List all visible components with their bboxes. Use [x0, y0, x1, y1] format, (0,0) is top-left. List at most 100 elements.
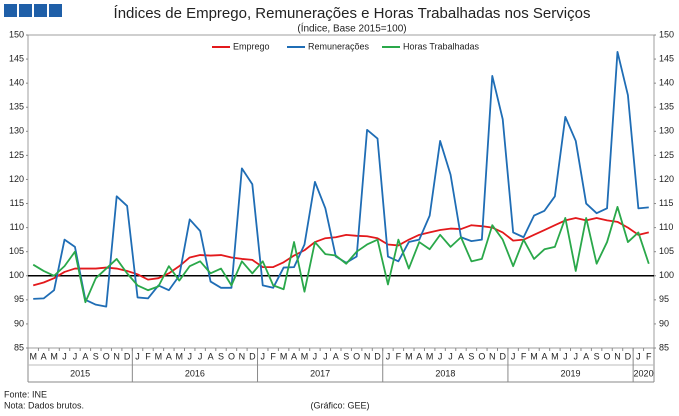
year-label: 2019: [561, 368, 581, 378]
logo-square: [19, 4, 32, 17]
x-tick-label: J: [261, 351, 266, 361]
y-tick-label: 135: [9, 102, 24, 112]
x-tick-label: M: [551, 351, 559, 361]
x-tick-label: J: [135, 351, 140, 361]
x-tick-label: A: [291, 351, 297, 361]
logo-square: [34, 4, 47, 17]
x-tick-label: M: [50, 351, 58, 361]
series-line: [32, 206, 650, 304]
y-tick-label: 130: [9, 126, 24, 136]
plot-frame: [27, 34, 655, 349]
y-tick-label: 120: [9, 174, 24, 184]
x-tick-label: N: [364, 351, 371, 361]
x-tick-label: D: [625, 351, 632, 361]
x-tick-label: F: [646, 351, 652, 361]
y-tick-label: 140: [9, 78, 24, 88]
y-tick-label: 85: [14, 342, 24, 352]
x-tick-label: J: [313, 351, 318, 361]
x-tick-label: J: [448, 351, 453, 361]
x-tick-label: M: [530, 351, 538, 361]
x-tick-label: O: [478, 351, 485, 361]
x-tick-label: M: [155, 351, 163, 361]
x-tick-label: A: [333, 351, 339, 361]
x-tick-label: J: [574, 351, 579, 361]
y2-tick-label: 95: [659, 294, 669, 304]
y2-tick-label: 110: [659, 222, 673, 232]
x-tick-label: S: [343, 351, 349, 361]
x-tick-label: A: [458, 351, 464, 361]
x-tick-label: D: [124, 351, 131, 361]
x-tick-label: S: [468, 351, 474, 361]
x-tick-label: M: [176, 351, 184, 361]
x-tick-label: J: [187, 351, 192, 361]
x-tick-label: A: [208, 351, 214, 361]
x-tick-label: O: [353, 351, 360, 361]
x-tick-label: M: [29, 351, 37, 361]
x-tick-label: M: [280, 351, 288, 361]
y-tick-label: 110: [10, 222, 24, 232]
x-tick-label: A: [41, 351, 47, 361]
year-label: 2015: [70, 368, 90, 378]
x-tick-label: A: [583, 351, 589, 361]
legend-label: Emprego: [233, 41, 270, 51]
x-tick-label: S: [218, 351, 224, 361]
year-label: 2018: [435, 368, 455, 378]
x-tick-label: J: [511, 351, 516, 361]
logo-square: [4, 4, 17, 17]
chart-title: Índices de Emprego, Remunerações e Horas…: [114, 5, 591, 22]
x-tick-label: A: [82, 351, 88, 361]
x-tick-label: J: [563, 351, 568, 361]
note: Nota: Dados brutos.: [4, 400, 84, 410]
y-tick-label: 95: [14, 294, 24, 304]
legend-label: Horas Trabalhadas: [403, 41, 480, 51]
x-tick-label: D: [374, 351, 381, 361]
x-tick-label: J: [323, 351, 328, 361]
y-tick-label: 125: [9, 150, 24, 160]
y2-tick-label: 130: [659, 126, 674, 136]
x-tick-label: M: [426, 351, 434, 361]
y2-tick-label: 145: [659, 53, 674, 63]
y2-tick-label: 105: [659, 246, 674, 256]
x-tick-label: F: [521, 351, 527, 361]
x-tick-label: O: [103, 351, 110, 361]
y2-tick-label: 140: [659, 78, 674, 88]
y2-tick-label: 150: [659, 29, 674, 39]
x-tick-label: A: [416, 351, 422, 361]
legend-label: Remunerações: [308, 41, 370, 51]
x-tick-label: S: [594, 351, 600, 361]
year-label: 2016: [185, 368, 205, 378]
x-tick-label: N: [239, 351, 246, 361]
x-tick-label: D: [249, 351, 256, 361]
y-tick-label: 105: [9, 246, 24, 256]
y2-tick-label: 125: [659, 150, 674, 160]
year-label: 2017: [310, 368, 330, 378]
logo-square: [49, 4, 62, 17]
x-tick-label: F: [270, 351, 276, 361]
y2-tick-label: 100: [659, 270, 674, 280]
source: Fonte: INE: [4, 389, 47, 399]
x-tick-label: A: [166, 351, 172, 361]
series-line: [33, 50, 649, 308]
y2-tick-label: 90: [659, 318, 669, 328]
y2-tick-label: 115: [659, 198, 673, 208]
x-tick-label: J: [636, 351, 641, 361]
x-tick-label: S: [93, 351, 99, 361]
x-tick-label: M: [405, 351, 413, 361]
y-tick-label: 90: [14, 318, 24, 328]
x-tick-label: J: [62, 351, 67, 361]
x-tick-label: J: [73, 351, 78, 361]
x-tick-label: O: [604, 351, 611, 361]
x-tick-label: J: [438, 351, 443, 361]
x-tick-label: A: [541, 351, 547, 361]
x-tick-label: N: [113, 351, 120, 361]
x-tick-label: F: [145, 351, 151, 361]
y-tick-label: 145: [9, 53, 24, 63]
x-tick-label: J: [386, 351, 391, 361]
y-tick-label: 100: [9, 270, 24, 280]
series-line: [32, 217, 649, 287]
x-tick-label: O: [228, 351, 235, 361]
x-tick-label: F: [396, 351, 402, 361]
x-tick-label: D: [499, 351, 506, 361]
x-tick-label: N: [489, 351, 496, 361]
